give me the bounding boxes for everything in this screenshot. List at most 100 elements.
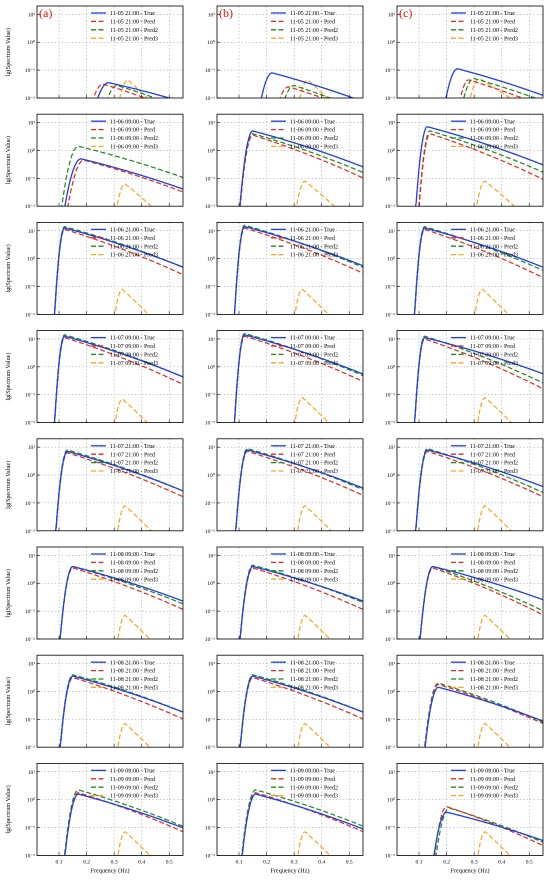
legend-label-true: 11-08 21:00 - True [110,660,155,666]
panel-frame [216,113,364,207]
legend-label-pred: 11-05 21:00 - Pred [110,20,155,26]
legend-label-pred2: 11-09 09:00 - Pred2 [290,785,338,791]
x-tick-label: 0.1 [416,859,423,865]
panel-frame [36,5,184,99]
legend-label-pred: 11-09 09:00 - Pred [110,777,155,783]
series-line-true [414,126,543,207]
series-group [59,565,183,639]
y-tick-label: 10⁰ [27,39,36,46]
legend-label-pred2: 11-06 21:00 - Pred2 [470,244,518,250]
y-tick-label: 10⁻² [205,637,216,643]
y-tick-label: 10⁰ [27,256,36,263]
y-tick-label: 10⁻² [25,637,36,643]
series-group [234,447,363,531]
y-tick-label: 10⁻¹ [205,68,216,74]
legend-label-pred2: 11-05 21:00 - Pred2 [470,28,518,34]
series-line-pred2 [234,447,363,531]
y-tick-label: 10¹ [208,770,216,776]
panel-frame [396,654,544,748]
y-tick-label: 10¹ [28,445,36,451]
legend-label-pred3: 11-08 09:00 - Pred3 [110,577,158,583]
y-tick-label: 10¹ [208,229,216,235]
y-tick-label: 10¹ [208,121,216,127]
series-group [92,79,172,98]
panel-r0-c0: 10⁻² 10⁻¹ 10⁰ 10¹ lg(Spectrum Value) (a) 11-05… [5,5,184,102]
legend-label-pred3: 11-07 21:00 - Pred3 [110,469,158,475]
y-tick-label: 10⁻² [205,853,216,859]
legend-label-pred3: 11-07 09:00 - Pred3 [110,361,158,367]
y-tick-label: 10¹ [388,337,396,343]
legend-label-pred: 11-05 21:00 - Pred [290,20,335,26]
legend-label-pred2: 11-06 21:00 - Pred2 [290,244,338,250]
panel-r0-c2: 10⁻² 10⁻¹ 10⁰ 10¹ (c) 11-05 21:00 - True 11-05… [385,5,544,102]
x-tick-label: 0.1 [56,859,63,865]
panel-r5-c2: 10⁻² 10⁻¹ 10⁰ 10¹ 11-08 09:00 - True 11-08 09… [385,546,544,643]
legend-label-pred2: 11-07 09:00 - Pred2 [470,353,518,359]
legend-label-pred2: 11-08 09:00 - Pred2 [290,569,338,575]
y-tick-label: 10⁻¹ [25,285,36,291]
y-axis-label: lg(Spectrum Value) [5,461,12,509]
panel-frame [216,221,364,315]
legend-label-pred3: 11-06 21:00 - Pred3 [290,253,338,259]
panel-r4-c2: 10⁻² 10⁻¹ 10⁰ 10¹ 11-07 21:00 - True 11-07 21… [385,438,544,535]
legend-label-pred3: 11-07 09:00 - Pred3 [470,361,518,367]
panel-frame [36,330,184,424]
series-line-true [413,336,543,423]
legend-label-pred: 11-06 21:00 - Pred [290,236,335,242]
series-line-true [64,793,183,856]
legend-label-pred2: 11-08 09:00 - Pred2 [110,569,158,575]
legend-label-true: 11-07 09:00 - True [470,336,515,342]
legend-label-pred: 11-09 09:00 - Pred [290,777,335,783]
series-line-true [239,675,363,748]
legend-label-pred2: 11-05 21:00 - Pred2 [290,28,338,34]
y-tick-label: 10⁻² [385,312,396,318]
y-tick-label: 10⁰ [387,797,396,804]
series-line-true [233,225,363,315]
series-line-pred [459,79,524,98]
panel-frame [216,330,364,424]
y-axis-label: lg(Spectrum Value) [5,353,12,401]
legend-label-pred2: 11-07 21:00 - Pred2 [470,461,518,467]
series-group [445,68,543,98]
y-tick-label: 10¹ [388,121,396,127]
legend-label-pred3: 11-06 09:00 - Pred3 [290,145,338,151]
legend-label-pred2: 11-07 21:00 - Pred2 [290,461,338,467]
y-tick-label: 10⁰ [207,147,216,154]
panel-letter: (a) [39,6,52,20]
legend-label-pred3: 11-06 21:00 - Pred3 [470,253,518,259]
y-tick-label: 10⁻² [385,745,396,751]
y-tick-label: 10¹ [28,770,36,776]
y-tick-label: 10⁻¹ [205,609,216,615]
panel-r0-c1: 10⁻² 10⁻¹ 10⁰ 10¹ (b) 11-05 21:00 - True 11-05… [205,5,364,102]
legend-label-true: 11-06 09:00 - True [470,119,515,125]
series-line-pred2 [107,84,157,98]
panel-r6-c0: 10⁻² 10⁻¹ 10⁰ 10¹ lg(Spectrum Value) 11-08 21… [5,654,184,751]
panel-frame [36,221,184,315]
series-group [419,565,543,639]
legend-label-pred3: 11-09 09:00 - Pred3 [470,794,518,800]
legend-label-pred2: 11-09 09:00 - Pred2 [110,785,158,791]
y-tick-label: 10⁻¹ [205,285,216,291]
y-tick-label: 10⁰ [27,797,36,804]
y-tick-label: 10⁻² [205,312,216,318]
y-tick-label: 10¹ [388,553,396,559]
x-tick-label: 0.4 [498,859,505,865]
legend-label-pred2: 11-09 09:00 - Pred2 [470,785,518,791]
y-tick-label: 10⁻² [25,421,36,427]
y-axis-label: lg(Spectrum Value) [5,28,12,76]
panel-frame [396,763,544,856]
y-tick-label: 10⁰ [207,364,216,371]
y-tick-label: 10¹ [208,662,216,668]
y-tick-label: 10⁰ [387,472,396,479]
y-tick-label: 10¹ [28,662,36,668]
series-line-pred [59,567,183,639]
y-tick-label: 10⁰ [27,580,36,587]
legend-label-pred: 11-07 21:00 - Pred [470,452,515,458]
panel-r2-c2: 10⁻² 10⁻¹ 10⁰ 10¹ 11-06 21:00 - True 11-06 21… [385,221,544,318]
y-tick-label: 10⁻² [205,96,216,102]
panel-r3-c2: 10⁻² 10⁻¹ 10⁰ 10¹ 11-07 09:00 - True 11-07 09… [385,330,544,427]
y-tick-label: 10⁰ [207,580,216,587]
series-line-pred [239,134,363,207]
legend-label-true: 11-06 21:00 - True [110,228,155,234]
legend-label-true: 11-09 09:00 - True [110,769,155,775]
